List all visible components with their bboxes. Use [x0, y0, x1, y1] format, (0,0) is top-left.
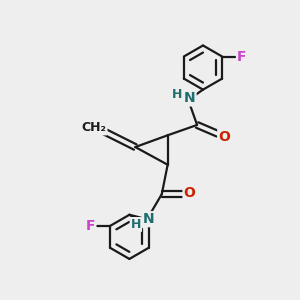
Text: N: N [184, 92, 196, 106]
Text: O: O [218, 130, 230, 144]
Text: F: F [86, 219, 95, 233]
Text: H: H [131, 218, 141, 231]
Text: H: H [172, 88, 182, 101]
Text: CH₂: CH₂ [82, 122, 106, 134]
Text: F: F [237, 50, 247, 64]
Text: N: N [143, 212, 154, 226]
Text: O: O [184, 186, 195, 200]
